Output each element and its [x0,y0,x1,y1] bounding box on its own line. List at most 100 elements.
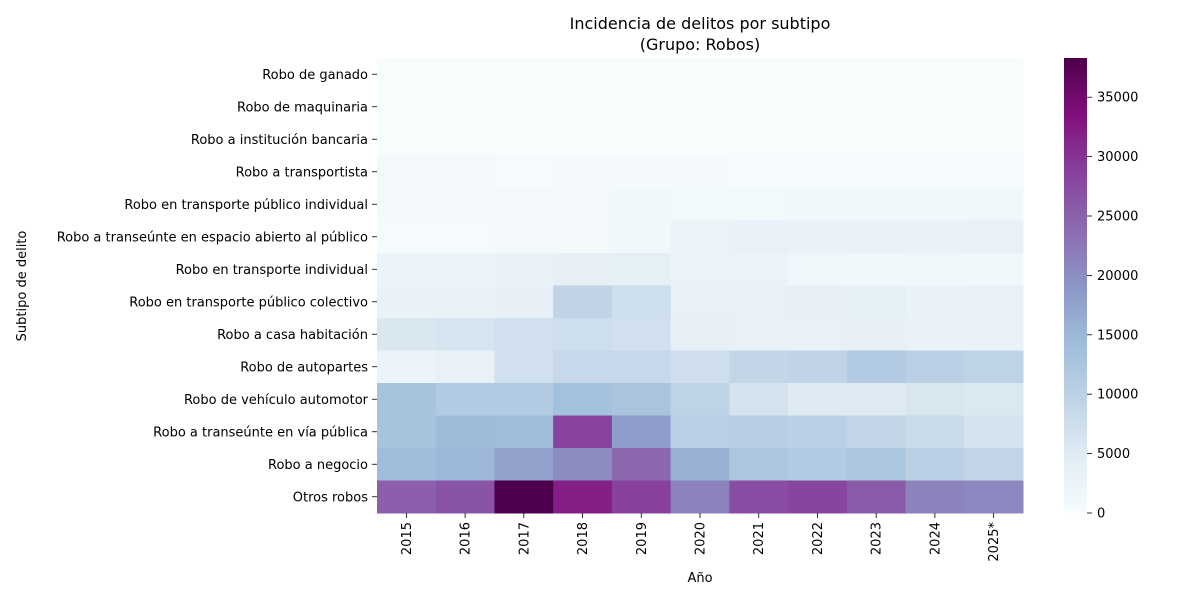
heatmap-cell [905,220,965,254]
heatmap-cell [553,155,613,189]
heatmap-cell [435,253,495,286]
heatmap-cell [788,285,848,319]
heatmap-cell [729,383,789,416]
y-tick-label: Robo a negocio [268,458,368,473]
heatmap-cell [611,188,672,221]
heatmap-cell [788,253,848,286]
heatmap-cell [553,220,613,254]
heatmap-cell [905,123,965,156]
heatmap-cell [729,123,789,156]
heatmap-cell [435,480,495,514]
y-tick-label: Robo de ganado [262,68,368,83]
colorbar-tick-label: 15000 [1097,328,1138,343]
heatmap-cell [905,318,965,351]
heatmap-cell [435,383,495,416]
heatmap-cell [611,480,672,514]
heatmap-cell [553,480,613,514]
heatmap-cell [611,155,672,189]
heatmap-cell [729,90,789,124]
heatmap-cell [964,415,1024,449]
heatmap-cell [788,155,848,189]
heatmap-cell [670,285,730,319]
heatmap-cell [611,383,672,416]
heatmap-cell [788,318,848,351]
heatmap-cell [846,58,907,91]
y-tick-label: Robo a institución bancaria [191,133,368,148]
colorbar-tick-label: 30000 [1097,150,1138,165]
x-tick-label: 2025* [987,522,1002,562]
heatmap-cell [788,383,848,416]
heatmap-cell [553,90,613,124]
heatmap-cell [905,58,965,91]
heatmap-cell [435,285,495,319]
heatmap-cell [377,90,437,124]
colorbar-tick-label: 20000 [1097,269,1138,284]
heatmap-cell [611,220,672,254]
heatmap-cell [553,448,613,481]
x-tick-label: 2016 [459,522,474,555]
colorbar-tick-label: 35000 [1097,91,1138,106]
heatmap-cell [905,188,965,221]
heatmap-cell [670,123,730,156]
heatmap-cell [435,318,495,351]
chart-title-line2: (Grupo: Robos) [640,35,761,54]
heatmap-cell [377,58,437,91]
heatmap-cell [670,58,730,91]
heatmap-cell [788,448,848,481]
heatmap-cell [494,318,554,351]
heatmap-cell [964,220,1024,254]
heatmap-cell [670,350,730,384]
heatmap-cell [846,285,907,319]
heatmap-cell [377,448,437,481]
heatmap-cell [846,350,907,384]
heatmap-cell [553,123,613,156]
heatmap-cell [729,415,789,449]
heatmap-cell [788,123,848,156]
heatmap-cell [729,480,789,514]
x-tick-label: 2017 [517,522,532,555]
heatmap-cell [494,350,554,384]
heatmap-cell [846,123,907,156]
chart-title-line1: Incidencia de delitos por subtipo [570,14,831,33]
colorbar-tick-label: 0 [1097,507,1105,522]
heatmap-cell [670,188,730,221]
heatmap-cell [964,448,1024,481]
x-tick-label: 2023 [870,522,885,555]
heatmap-cell [788,90,848,124]
heatmap-cell [377,253,437,286]
heatmap-cell [729,350,789,384]
heatmap-cell [494,220,554,254]
heatmap-cell [905,448,965,481]
heatmap-cell [846,383,907,416]
heatmap-cell [729,448,789,481]
heatmap-cells [377,58,1024,514]
x-tick-label: 2021 [752,522,767,555]
heatmap-cell [670,253,730,286]
x-tick-label: 2020 [694,522,709,555]
heatmap-cell [494,448,554,481]
heatmap-cell [377,383,437,416]
y-tick-label: Robo de maquinaria [237,100,368,115]
heatmap-cell [553,285,613,319]
heatmap-cell [905,383,965,416]
heatmap-cell [729,318,789,351]
heatmap-cell [553,188,613,221]
heatmap-cell [964,480,1024,514]
heatmap-cell [788,220,848,254]
heatmap-cell [377,285,437,319]
heatmap-cell [611,415,672,449]
heatmap-cell [377,220,437,254]
y-axis-ticks: Robo de ganado Robo de maquinaria Robo a i… [57,68,377,505]
heatmap-cell [846,480,907,514]
y-tick-label: Robo en transporte público colectivo [129,295,368,310]
heatmap-cell [964,383,1024,416]
heatmap-cell [611,350,672,384]
x-tick-label: 2024 [928,522,943,555]
heatmap-cell [377,123,437,156]
heatmap-cell [494,155,554,189]
heatmap-cell [964,58,1024,91]
heatmap-cell [846,318,907,351]
heatmap-cell [729,155,789,189]
heatmap-cell [377,318,437,351]
heatmap-cell [964,318,1024,351]
